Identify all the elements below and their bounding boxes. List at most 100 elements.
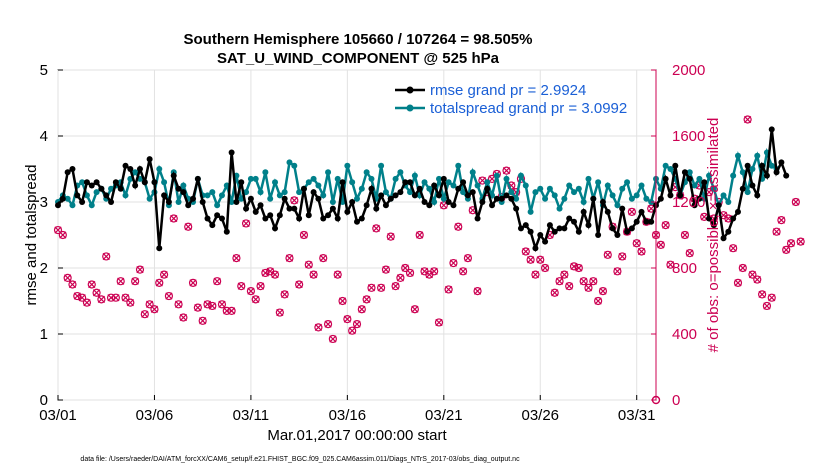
rmse-point [416,185,423,192]
obs-possible-point [574,263,583,273]
totalspread-point [276,192,283,199]
obs-assimilated-point [618,252,626,261]
rmse-point [354,218,360,225]
rmse-point [484,185,491,192]
rmse-point [305,212,312,219]
obs-possible-point [521,247,530,256]
obs-assimilated-point [584,284,593,292]
grid-lines [57,69,656,401]
obs-possible-point [637,247,646,256]
obs-possible-point [237,282,246,291]
rmse-point [754,192,761,199]
obs-assimilated-point [580,277,588,285]
totalspread-point [69,202,76,209]
rmse-point [614,232,621,238]
obs-possible-point [319,254,328,263]
obs-assimilated-point [797,237,805,246]
rmse-point [532,245,539,252]
obs-assimilated-point [218,300,226,308]
totalspread-point [513,195,520,202]
obs-assimilated-point [666,261,675,269]
obs-possible-point [338,296,347,306]
obs-assimilated-point [753,275,761,284]
rmse-point [778,159,785,166]
totalspread-point [624,179,631,186]
x-axis-ticks: 03/01 03/06 03/11 03/16 03/21 03/26 03/31 [39,395,655,424]
obs-assimilated-point [551,289,559,297]
rmse-point [638,208,645,215]
rmse-point [720,235,727,242]
obs-assimilated-point [179,313,188,322]
obs-assimilated-point [208,302,216,310]
rmse-point [382,202,389,209]
obs-assimilated-point [536,256,544,264]
obs-assimilated-point [252,295,260,303]
rmse-point [734,208,741,215]
rmse-point [402,179,409,186]
obs-assimilated-point [353,320,361,328]
obs-possible-point [135,265,145,274]
rmse-point [103,192,110,199]
obs-possible-point [733,278,743,287]
obs-assimilated-point [319,254,327,262]
totalspread-point [334,175,341,182]
totalspread-point [426,185,433,192]
obs-possible-point [618,252,627,261]
rmse-point [730,215,737,222]
obs-possible-point [661,221,670,230]
totalspread-point [175,199,182,205]
right-tick-label: 1600 [672,128,705,145]
rmse-point [108,199,115,205]
obs-assimilated-point [560,270,568,279]
obs-possible-point [430,267,439,276]
left-tick-label: 4 [40,128,48,145]
obs-possible-point [343,315,352,324]
obs-assimilated-point [358,305,366,313]
totalspread-point [214,202,221,209]
totalspread-point [397,169,404,176]
obs-possible-point [256,282,265,291]
totalspread-point [725,199,732,205]
rmse-point [426,202,433,209]
obs-assimilated-point [526,256,535,264]
totalspread-point [710,185,717,192]
obs-assimilated-point [681,231,689,239]
rmse-point [358,215,365,222]
obs-assimilated-point [425,270,433,279]
rmse-point [228,149,235,156]
obs-possible-point [213,277,222,286]
rmse-point [310,189,317,196]
rmse-point [238,179,245,186]
totalspread-point [368,175,375,182]
obs-assimilated-point [382,266,390,274]
obs-possible-point [333,270,342,279]
obs-possible-point [463,254,473,263]
totalspread-point [628,195,635,202]
totalspread-point [546,185,553,192]
obs-assimilated-point [256,282,265,290]
obs-assimilated-point [739,264,747,272]
totalspread-point [310,175,317,182]
obs-assimilated-point [88,280,96,289]
obs-possible-point [295,280,304,289]
rmse-point [691,202,698,209]
rmse-point [180,189,187,196]
rmse-point [435,192,442,199]
obs-assimilated-point [416,231,424,239]
obs-assimilated-point [459,267,467,275]
obs-possible-point [579,277,588,286]
obs-possible-point [82,298,92,307]
obs-assimilated-point [59,231,67,239]
rmse-point [411,192,418,199]
obs-possible-point [565,282,574,291]
obs-assimilated-point [445,285,453,294]
rmse-point [450,202,457,209]
obs-possible-point [193,303,202,312]
rmse-point [575,228,582,235]
rmse-point [421,199,428,205]
rmse-point [214,212,221,219]
obs-count-series [53,115,805,405]
rmse-point [112,179,119,186]
obs-possible-point [444,285,453,294]
